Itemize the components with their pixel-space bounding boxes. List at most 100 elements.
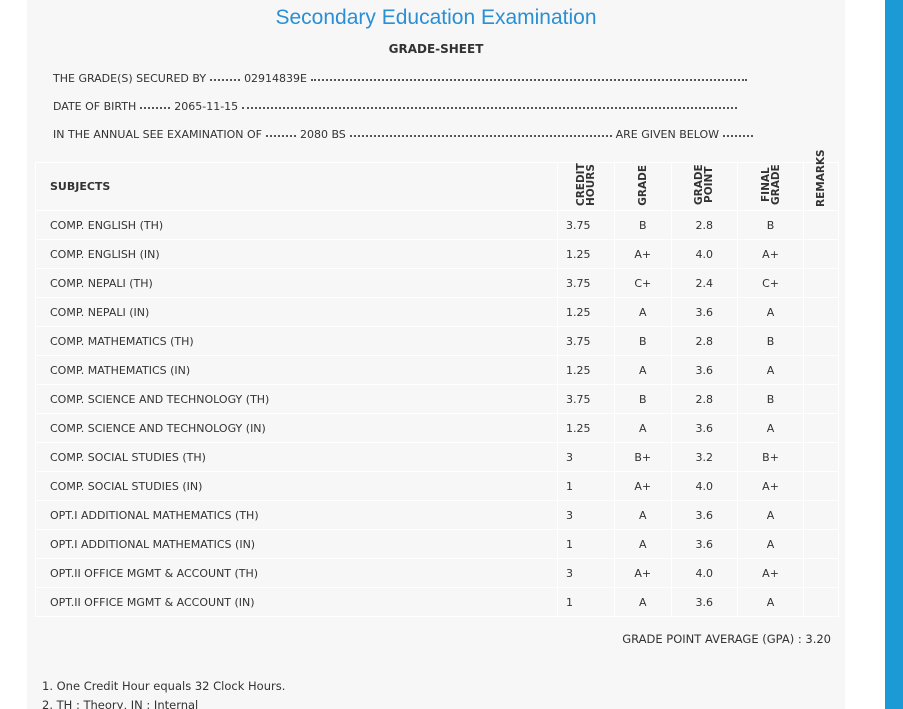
cell: 4.0	[670, 558, 738, 588]
gpa-label: GRADE POINT AVERAGE (GPA) :	[622, 632, 802, 646]
table-row: COMP. MATHEMATICS (TH) 3.75 B 2.8 B	[35, 326, 839, 356]
leader	[140, 107, 171, 109]
remarks-cell	[803, 529, 839, 559]
info-label: DATE OF BIRTH	[53, 100, 137, 113]
remarks-cell	[803, 239, 839, 269]
cell: 3.6	[670, 413, 738, 443]
cell: 1.25	[557, 239, 615, 269]
cell: 3.75	[557, 210, 615, 240]
table-row: COMP. SOCIAL STUDIES (IN) 1 A+ 4.0 A+	[35, 471, 839, 501]
note: 1. One Credit Hour equals 32 Clock Hours…	[42, 679, 286, 693]
subject: COMP. NEPALI (IN)	[35, 297, 558, 327]
subject: COMP. ENGLISH (TH)	[35, 210, 558, 240]
grade-table: SUBJECTS CREDIT HOURS GRADE GRADE POINT FINA…	[35, 149, 839, 617]
leader	[210, 79, 241, 81]
remarks-cell	[803, 355, 839, 385]
column-header: GRADE	[614, 162, 672, 211]
cell: 3.6	[670, 355, 738, 385]
leader	[311, 79, 747, 81]
cell: 3.2	[670, 442, 738, 472]
column-header-text: REMARKS	[815, 149, 828, 207]
cell: A	[614, 500, 672, 530]
cell: A	[736, 413, 805, 443]
table-row: COMP. NEPALI (TH) 3.75 C+ 2.4 C+	[35, 268, 839, 298]
info-label: IN THE ANNUAL SEE EXAMINATION OF	[53, 128, 262, 141]
cell: 3	[557, 500, 615, 530]
cell: 3	[557, 558, 615, 588]
title: Secondary Education Examination	[275, 6, 597, 29]
cell: 4.0	[670, 239, 738, 269]
cell: A+	[736, 239, 805, 269]
cell: A	[736, 529, 805, 559]
cell: 3.6	[670, 529, 738, 559]
cell: 1.25	[557, 297, 615, 327]
info-line: IN THE ANNUAL SEE EXAMINATION OF 2080 BS A…	[53, 128, 757, 141]
table-row: OPT.II OFFICE MGMT & ACCOUNT (IN) 1 A 3.6 A	[35, 587, 839, 617]
cell: C+	[736, 268, 805, 298]
cell: 2.8	[670, 384, 738, 414]
remarks-cell	[803, 558, 839, 588]
cell: B	[614, 384, 672, 414]
info-value: 02914839E	[244, 72, 308, 85]
cell: 3.75	[557, 384, 615, 414]
table-row: COMP. SOCIAL STUDIES (TH) 3 B+ 3.2 B+	[35, 442, 839, 472]
side-bar	[885, 0, 903, 709]
info-line: DATE OF BIRTH 2065-11-15	[53, 100, 741, 113]
subject: COMP. MATHEMATICS (TH)	[35, 326, 558, 356]
subtitle: GRADE-SHEET	[388, 42, 484, 56]
cell: 3.75	[557, 268, 615, 298]
cell: 1.25	[557, 355, 615, 385]
note: 2. TH : Theory, IN : Internal	[42, 698, 199, 709]
cell: B	[736, 384, 805, 414]
cell: A	[736, 297, 805, 327]
remarks-cell	[803, 268, 839, 298]
table-row: OPT.I ADDITIONAL MATHEMATICS (IN) 1 A 3.6 A	[35, 529, 839, 559]
cell: 3.75	[557, 326, 615, 356]
remarks-cell	[803, 587, 839, 617]
cell: A	[614, 529, 672, 559]
cell: 1	[557, 471, 615, 501]
column-header-text: GRADE	[636, 164, 649, 206]
cell: 1	[557, 529, 615, 559]
column-header: SUBJECTS	[35, 162, 558, 211]
cell: B	[736, 210, 805, 240]
cell: A+	[614, 471, 672, 501]
column-header: FINAL GRADE	[736, 162, 805, 211]
cell: A	[736, 500, 805, 530]
cell: 1	[557, 587, 615, 617]
table-row: COMP. ENGLISH (IN) 1.25 A+ 4.0 A+	[35, 239, 839, 269]
cell: B+	[614, 442, 672, 472]
subject: COMP. ENGLISH (IN)	[35, 239, 558, 269]
subject: COMP. SOCIAL STUDIES (IN)	[35, 471, 558, 501]
leader	[265, 135, 296, 137]
subject: COMP. SOCIAL STUDIES (TH)	[35, 442, 558, 472]
cell: 2.8	[670, 326, 738, 356]
cell: 3.6	[670, 297, 738, 327]
leader	[242, 107, 737, 109]
column-header-text: GRADE POINT	[693, 164, 716, 206]
cell: A+	[736, 558, 805, 588]
cell: B	[736, 326, 805, 356]
column-header: GRADE POINT	[670, 162, 738, 211]
info-line: THE GRADE(S) SECURED BY 02914839E	[53, 72, 751, 85]
table-row: OPT.I ADDITIONAL MATHEMATICS (TH) 3 A 3.6 A	[35, 500, 839, 530]
cell: A	[736, 587, 805, 617]
cell: 2.8	[670, 210, 738, 240]
info-value: 2080 BS	[299, 128, 346, 141]
subject: OPT.II OFFICE MGMT & ACCOUNT (TH)	[35, 558, 558, 588]
table-row: COMP. MATHEMATICS (IN) 1.25 A 3.6 A	[35, 355, 839, 385]
subject: COMP. SCIENCE AND TECHNOLOGY (TH)	[35, 384, 558, 414]
cell: A+	[614, 239, 672, 269]
table-body: COMP. ENGLISH (TH) 3.75 B 2.8 B COMP. ENGLISH…	[35, 210, 839, 617]
subject: COMP. MATHEMATICS (IN)	[35, 355, 558, 385]
subject: OPT.I ADDITIONAL MATHEMATICS (TH)	[35, 500, 558, 530]
cell: B+	[736, 442, 805, 472]
cell: 3	[557, 442, 615, 472]
column-header-text: FINAL GRADE	[759, 164, 782, 206]
remarks-cell	[803, 471, 839, 501]
remarks-cell	[803, 413, 839, 443]
cell: A+	[614, 558, 672, 588]
info-suffix: ARE GIVEN BELOW	[615, 128, 719, 141]
cell: A	[614, 297, 672, 327]
